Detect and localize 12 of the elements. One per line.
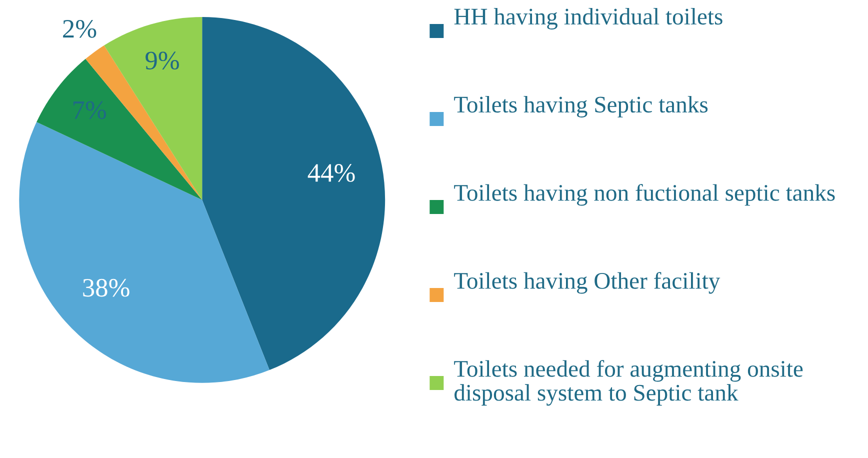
legend-label: Toilets having Other facility: [454, 272, 720, 294]
data-label: 38%: [83, 278, 130, 297]
data-label: 44%: [308, 164, 355, 182]
legend-label: Toilets needed for augmenting onsite disposal system to Septic tank: [454, 360, 803, 406]
pie-slice: [19, 122, 270, 383]
legend-label: HH having individual toilets: [454, 8, 722, 30]
data-label: 2%: [63, 20, 96, 38]
legend-label: Toilets having Septic tanks: [454, 96, 708, 118]
legend-label: Toilets having non fuctional septic tanks: [454, 184, 835, 206]
pie-slice: [202, 16, 386, 370]
pie-slice: [104, 16, 202, 200]
data-label: 9%: [146, 52, 179, 70]
